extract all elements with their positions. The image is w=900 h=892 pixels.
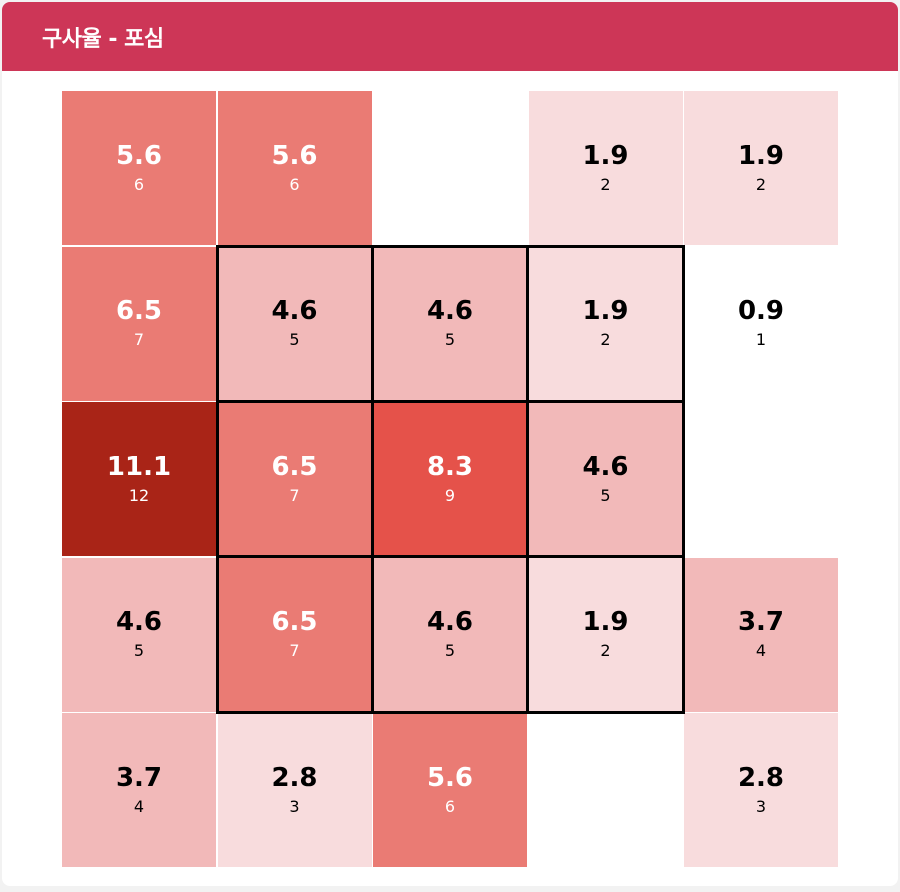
cell-percentage: 11.1 — [106, 451, 172, 482]
heatmap-cell-r3-c2: 6.5 7 — [217, 402, 372, 556]
cell-pitch-count: 3 — [755, 796, 767, 816]
cell-percentage: 5.6 — [271, 140, 318, 171]
cell-pitch-count: 2 — [600, 174, 611, 194]
cell-percentage: 0.9 — [737, 296, 785, 326]
cell-percentage: 2.8 — [271, 762, 318, 793]
cell-percentage: 5.6 — [426, 762, 474, 793]
cell-percentage: 5.6 — [115, 140, 163, 171]
cell-pitch-count: 7 — [289, 641, 300, 660]
heatmap-cell-r1-c4: 1.9 2 — [528, 91, 683, 245]
cell-percentage: 6.5 — [271, 607, 318, 637]
heatmap-cell-r2-c5: 0.9 1 — [684, 246, 838, 401]
card-title: 구사율 - 포심 — [42, 27, 164, 52]
heatmap-cell-r2-c1: 6.5 7 — [62, 246, 216, 401]
heatmap-cell-r2-c4: 1.9 2 — [528, 246, 683, 401]
cell-pitch-count: 5 — [444, 330, 456, 349]
cell-pitch-count: 6 — [289, 174, 300, 194]
cell-pitch-count: 5 — [600, 485, 611, 505]
heatmap-cell-r1-c3 — [373, 91, 527, 245]
cell-pitch-count: 12 — [128, 485, 150, 505]
cell-percentage: 1.9 — [737, 140, 785, 171]
cell-pitch-count: 2 — [600, 641, 611, 660]
cell-percentage: 4.6 — [271, 296, 318, 326]
cell-pitch-count: 5 — [289, 330, 300, 349]
cell-percentage: 2.8 — [737, 762, 785, 793]
heatmap-cell-r5-c2: 2.8 3 — [217, 713, 372, 867]
heatmap-cell-r1-c1: 5.6 6 — [62, 91, 216, 245]
cell-percentage: 6.5 — [115, 296, 163, 326]
heatmap-cell-r3-c5 — [684, 402, 838, 556]
heatmap-cell-r4-c5: 3.7 4 — [684, 557, 838, 712]
cell-percentage: 6.5 — [271, 451, 318, 482]
cell-pitch-count: 2 — [600, 330, 611, 349]
heatmap-cell-r1-c2: 5.6 6 — [217, 91, 372, 245]
cell-pitch-count: 5 — [444, 641, 456, 660]
cell-pitch-count: 2 — [755, 174, 767, 194]
cell-percentage: 4.6 — [582, 451, 629, 482]
cell-percentage: 8.3 — [426, 451, 474, 482]
heatmap-cell-r1-c5: 1.9 2 — [684, 91, 838, 245]
cell-pitch-count: 5 — [133, 641, 145, 660]
cell-pitch-count: 7 — [133, 330, 145, 349]
pitch-location-heatmap: 5.6 6 5.6 6 1.9 2 1.9 2 6.5 7 4.6 5 4.6 5 1.9 2 0.9 1 11.1… — [62, 91, 838, 867]
heatmap-cell-r5-c1: 3.7 4 — [62, 713, 216, 867]
cell-pitch-count: 4 — [133, 796, 145, 816]
cell-pitch-count: 9 — [444, 485, 456, 505]
cell-percentage: 1.9 — [582, 607, 629, 637]
cell-pitch-count: 6 — [444, 796, 456, 816]
cell-percentage: 1.9 — [582, 296, 629, 326]
heatmap-cell-r3-c1: 11.1 12 — [62, 402, 216, 556]
heatmap-cell-r4-c4: 1.9 2 — [528, 557, 683, 712]
card-header: 구사율 - 포심 — [2, 2, 898, 71]
cell-pitch-count: 6 — [133, 174, 145, 194]
heatmap-cell-r4-c3: 4.6 5 — [373, 557, 527, 712]
heatmap-cell-r5-c4 — [528, 713, 683, 867]
heatmap-cell-r2-c2: 4.6 5 — [217, 246, 372, 401]
cell-percentage: 3.7 — [115, 762, 163, 793]
heatmap-cell-r3-c4: 4.6 5 — [528, 402, 683, 556]
heatmap-cell-r5-c5: 2.8 3 — [684, 713, 838, 867]
heatmap-cell-r3-c3: 8.3 9 — [373, 402, 527, 556]
cell-percentage: 1.9 — [582, 140, 629, 171]
heatmap-cell-r4-c2: 6.5 7 — [217, 557, 372, 712]
cell-pitch-count: 7 — [289, 485, 300, 505]
heatmap-cell-r5-c3: 5.6 6 — [373, 713, 527, 867]
heatmap-cell-r2-c3: 4.6 5 — [373, 246, 527, 401]
cell-pitch-count: 1 — [755, 330, 767, 349]
cell-percentage: 4.6 — [115, 607, 163, 637]
cell-percentage: 3.7 — [737, 607, 785, 637]
cell-percentage: 4.6 — [426, 607, 474, 637]
cell-pitch-count: 3 — [289, 796, 300, 816]
cell-pitch-count: 4 — [755, 641, 767, 660]
heatmap-cell-r4-c1: 4.6 5 — [62, 557, 216, 712]
cell-percentage: 4.6 — [426, 296, 474, 326]
